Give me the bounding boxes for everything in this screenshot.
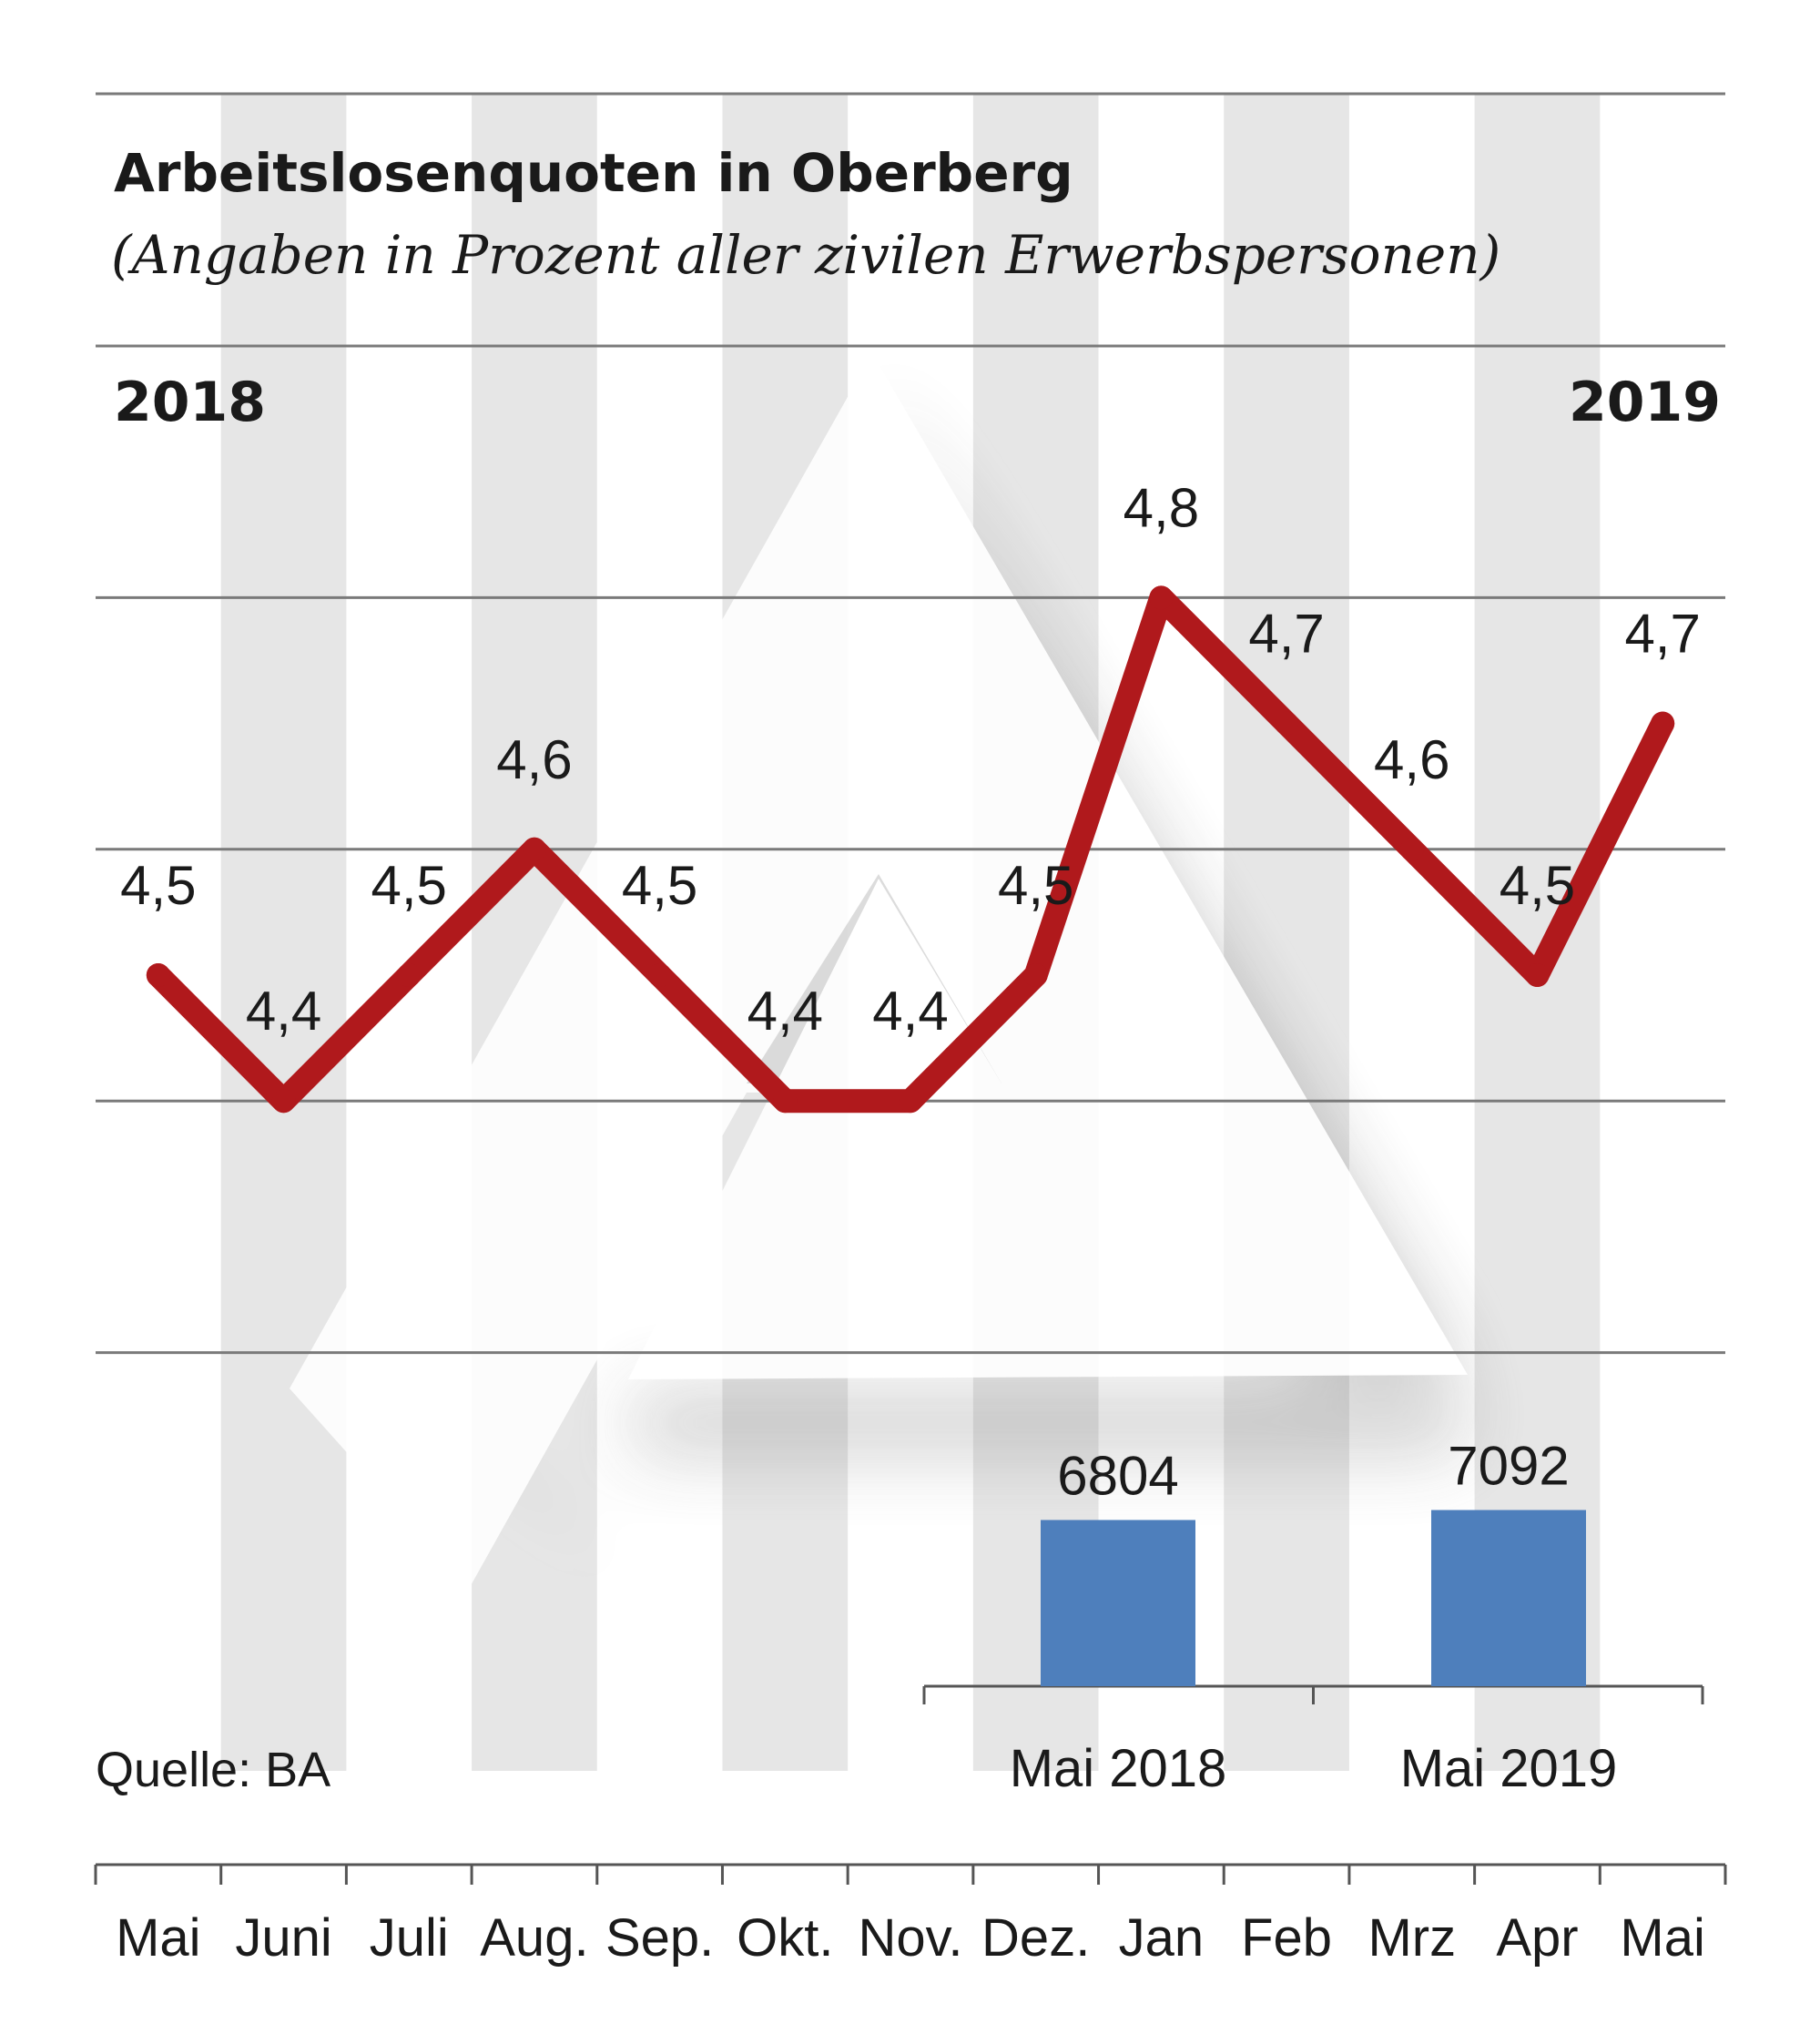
data-point: [1399, 837, 1424, 861]
x-tick-label: Dez.: [981, 1908, 1090, 1968]
x-tick-label: Aug.: [480, 1908, 588, 1968]
data-label: 4,5: [622, 855, 697, 916]
source-label: Quelle: BA: [96, 1743, 330, 1797]
bar-mai-2018: [1041, 1520, 1195, 1686]
bar-mai-2019: [1431, 1510, 1586, 1686]
column-stripes: [220, 94, 1601, 1771]
data-point: [397, 963, 422, 987]
data-point: [1525, 963, 1550, 987]
x-tick-label: Jan: [1119, 1908, 1205, 1968]
data-label: 4,6: [1374, 729, 1449, 790]
data-label: 4,7: [1248, 604, 1324, 665]
data-point: [1651, 711, 1675, 736]
data-point: [1275, 711, 1299, 736]
data-point: [647, 963, 672, 987]
data-label: 4,5: [1500, 855, 1575, 916]
data-label: 4,6: [496, 729, 572, 790]
column-stripe: [220, 94, 347, 1771]
x-tick-label: Apr: [1496, 1908, 1578, 1968]
data-label: 4,8: [1124, 477, 1199, 538]
x-tick-label: Sep.: [605, 1908, 714, 1968]
data-label: 4,5: [998, 855, 1073, 916]
bar-value-label: 6804: [1057, 1445, 1178, 1506]
data-point: [1149, 585, 1174, 610]
data-label: 4,5: [371, 855, 447, 916]
year-end-label: 2019: [1569, 371, 1721, 434]
x-tick-label: Feb: [1241, 1908, 1332, 1968]
bar-value-label: 7092: [1448, 1436, 1569, 1497]
data-point: [146, 963, 170, 987]
data-point: [773, 1089, 798, 1114]
data-label: 4,5: [120, 855, 196, 916]
column-stripe: [1224, 94, 1349, 1771]
bar-category-label: Mai 2018: [1010, 1739, 1227, 1798]
data-label: 4,7: [1624, 604, 1700, 665]
x-tick-label: Mai: [116, 1908, 200, 1968]
year-start-label: 2018: [114, 371, 266, 434]
x-tick-label: Mrz: [1368, 1908, 1456, 1968]
x-tick-label: Mai: [1620, 1908, 1704, 1968]
data-point: [522, 837, 546, 861]
data-point: [1023, 963, 1048, 987]
data-point: [899, 1089, 922, 1114]
x-tick-label: Okt.: [737, 1908, 833, 1968]
data-point: [271, 1089, 296, 1114]
x-tick-label: Juni: [235, 1908, 331, 1968]
data-label: 4,4: [246, 981, 321, 1042]
chart-title: Arbeitslosenquoten in Oberberg: [114, 142, 1073, 204]
data-label: 4,4: [872, 981, 948, 1042]
bar-category-label: Mai 2019: [1400, 1739, 1618, 1798]
chart-subtitle: (Angaben in Prozent aller zivilen Erwerb…: [111, 224, 1500, 286]
background-logo-watermark: [290, 353, 1468, 1602]
x-tick-label: Juli: [370, 1908, 449, 1968]
data-label: 4,4: [747, 981, 823, 1042]
x-tick-label: Nov.: [859, 1908, 963, 1968]
